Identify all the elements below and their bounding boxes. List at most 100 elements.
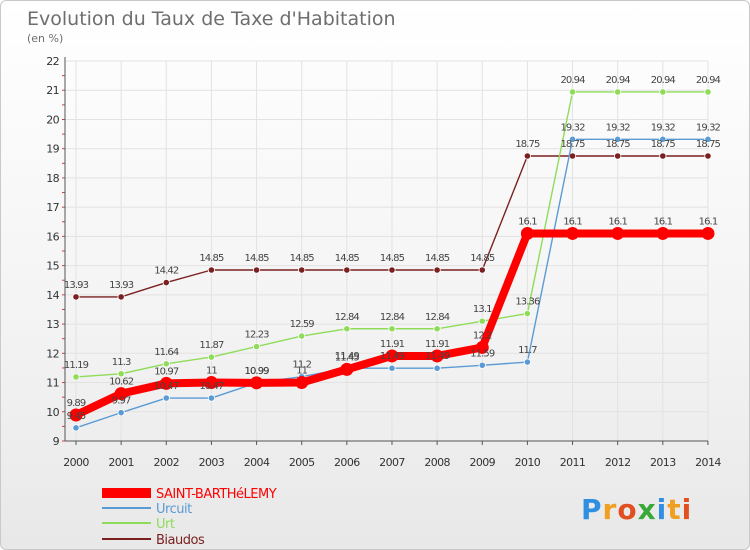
x-tick-label: 2011 — [560, 456, 586, 469]
legend-label: Biaudos — [156, 533, 205, 548]
series-point — [340, 362, 354, 376]
y-tick-label: 9 — [53, 435, 60, 448]
series-point — [614, 152, 622, 160]
data-label: 11.45 — [335, 352, 360, 363]
data-label: 10.99 — [244, 366, 269, 377]
data-label: 18.75 — [606, 139, 631, 150]
data-label: 14.85 — [380, 253, 405, 264]
data-label: 18.75 — [651, 139, 676, 150]
legend-label: Urt — [156, 517, 175, 532]
series-point — [295, 376, 309, 390]
data-label: 11.87 — [199, 340, 224, 351]
series-point — [656, 226, 670, 240]
series-point — [69, 408, 83, 422]
proxiti-logo: Proxiti — [581, 493, 691, 526]
data-label: 14.85 — [335, 253, 360, 264]
series-point — [568, 88, 577, 96]
data-label: 11.49 — [380, 351, 405, 362]
x-tick-label: 2010 — [515, 456, 541, 469]
x-tick-label: 2005 — [289, 456, 315, 469]
series-point — [659, 152, 667, 160]
data-label: 19.32 — [651, 122, 676, 133]
data-label: 12.59 — [290, 319, 315, 330]
data-labels: 13.93 13.93 14.42 14.85 14.85 14.85 14.85 14.85… — [64, 75, 722, 422]
series-point — [117, 370, 125, 378]
series-point — [117, 293, 125, 301]
series-point — [250, 376, 264, 390]
series-0 — [69, 226, 715, 422]
data-label: 18.75 — [560, 139, 585, 150]
series-point — [433, 325, 441, 333]
data-label: 11.3 — [112, 357, 131, 368]
data-label: 20.94 — [560, 75, 585, 86]
x-tick-label: 2004 — [244, 456, 270, 469]
data-label: 12.84 — [380, 312, 405, 323]
data-label: 10.47 — [199, 381, 224, 392]
data-label: 11.19 — [64, 360, 89, 371]
data-label: 13.93 — [109, 280, 134, 291]
series-point — [72, 293, 80, 301]
series-point — [385, 349, 399, 363]
data-label: 14.85 — [244, 253, 269, 264]
data-label: 16.1 — [699, 216, 718, 227]
data-label: 14.85 — [199, 253, 224, 264]
data-label: 12.84 — [425, 312, 450, 323]
data-label: 9.89 — [67, 398, 86, 409]
data-label: 10.62 — [109, 377, 134, 388]
data-label: 11.7 — [518, 345, 537, 356]
series-point — [704, 135, 712, 143]
y-tick-label: 10 — [46, 406, 59, 419]
series-point — [701, 226, 715, 240]
series-point — [252, 266, 261, 274]
series-point — [388, 325, 396, 333]
series-point — [704, 88, 712, 96]
series-point — [566, 226, 580, 240]
series-point — [207, 266, 216, 274]
series-point — [343, 266, 351, 274]
x-tick-label: 2013 — [650, 456, 676, 469]
data-label: 12.2 — [473, 330, 492, 341]
series-point — [159, 376, 173, 390]
series-point — [659, 135, 667, 143]
series-point — [568, 135, 577, 143]
data-label: 14.85 — [290, 253, 315, 264]
x-tick-label: 2009 — [469, 456, 495, 469]
data-label: 14.85 — [425, 253, 450, 264]
data-label: 9.45 — [67, 411, 86, 422]
series-point — [298, 266, 306, 274]
series-2 — [72, 88, 712, 381]
series-point — [611, 226, 625, 240]
series-point — [162, 360, 170, 368]
series-point — [478, 317, 486, 325]
series-point — [614, 135, 622, 143]
data-label: 20.94 — [651, 75, 676, 86]
data-label: 18.75 — [515, 139, 540, 150]
y-tick-label: 16 — [46, 230, 59, 243]
series-3 — [72, 152, 712, 301]
data-label: 20.94 — [606, 75, 631, 86]
series-point — [659, 88, 667, 96]
x-tick-label: 2000 — [63, 456, 89, 469]
data-label: 9.97 — [112, 396, 131, 407]
legend-label: SAINT-BARTHéLEMY — [156, 487, 277, 502]
x-tick-label: 2007 — [379, 456, 405, 469]
data-label: 11.2 — [292, 360, 311, 371]
plot-area: 9 10 11 12 13 14 15 16 17 18 19 20 21 22 2000 2001 2002 2… — [46, 55, 722, 469]
series-point — [478, 361, 486, 369]
data-label: 11 — [296, 366, 307, 377]
data-label: 18.75 — [696, 139, 721, 150]
data-label: 20.94 — [696, 75, 721, 86]
data-label: 11.91 — [425, 339, 450, 350]
data-label: 11 — [206, 366, 217, 377]
data-label: 10.47 — [154, 381, 179, 392]
series-point — [475, 340, 489, 354]
data-label: 11.49 — [425, 351, 450, 362]
data-label: 16.1 — [518, 216, 537, 227]
data-label: 16.1 — [653, 216, 672, 227]
y-tick-label: 21 — [46, 84, 59, 97]
series-point — [433, 266, 441, 274]
data-label: 16.1 — [563, 216, 582, 227]
